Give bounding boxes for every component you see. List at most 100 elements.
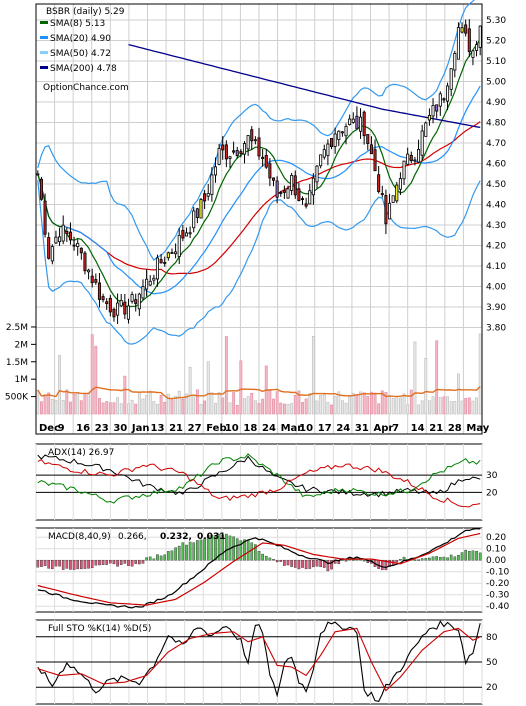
volume-bar bbox=[159, 395, 163, 415]
candle-body bbox=[188, 232, 192, 235]
candle-body bbox=[333, 133, 337, 147]
volume-bar bbox=[145, 395, 149, 415]
candle-body bbox=[105, 301, 109, 305]
volume-bar bbox=[435, 340, 439, 415]
macd-histogram-bar bbox=[98, 560, 101, 566]
sto-title: Full STO %K(14) %D(5) bbox=[48, 624, 151, 634]
volume-bar bbox=[156, 403, 159, 415]
macd-histogram-bar bbox=[301, 560, 304, 568]
volume-bar bbox=[319, 395, 323, 415]
watermark-text: OptionChance.com bbox=[43, 83, 129, 93]
macd-histogram-bar bbox=[446, 557, 449, 561]
sto-series-line bbox=[37, 620, 481, 703]
candle-body bbox=[116, 302, 120, 316]
price-tick-label: 5.30 bbox=[486, 16, 506, 26]
macd-histogram-bar bbox=[199, 539, 203, 561]
candle-body bbox=[449, 68, 453, 90]
macd-histogram-bar bbox=[170, 550, 174, 561]
volume-bar bbox=[61, 400, 65, 415]
volume-bar bbox=[460, 400, 464, 415]
volume-bar bbox=[427, 400, 431, 415]
volume-bar bbox=[246, 396, 250, 415]
adx-title: ADX(14) 26.97 bbox=[48, 448, 114, 458]
volume-bar bbox=[475, 397, 478, 415]
x-axis-label: 13 bbox=[151, 423, 165, 434]
volume-bar bbox=[192, 395, 196, 415]
x-axis-label: 10 bbox=[225, 423, 239, 434]
legend-swatch bbox=[40, 21, 48, 24]
macd-histogram-bar bbox=[380, 560, 384, 571]
volume-bar bbox=[47, 392, 51, 415]
price-tick-label: 5.20 bbox=[486, 37, 506, 47]
legend-entry: SMA(200) 4.78 bbox=[50, 64, 117, 74]
candle-body bbox=[297, 188, 301, 201]
macd-histogram-bar bbox=[319, 560, 322, 567]
candle-body bbox=[83, 252, 87, 272]
macd-histogram-bar bbox=[402, 556, 406, 561]
x-axis-label: 21 bbox=[429, 423, 443, 434]
volume-bar bbox=[322, 394, 326, 415]
candle-body bbox=[61, 224, 65, 242]
candle-body bbox=[275, 180, 279, 198]
candle-body bbox=[460, 27, 464, 33]
x-axis-label: Feb bbox=[206, 423, 226, 434]
price-tick-label: 4.70 bbox=[486, 139, 506, 149]
macd-histogram-bar bbox=[130, 560, 134, 567]
macd-value: 0.266, bbox=[118, 532, 147, 542]
macd-histogram-bar bbox=[272, 559, 275, 561]
candle-body bbox=[384, 195, 388, 225]
x-axis-label: Jan bbox=[131, 423, 150, 434]
legend-entry: SMA(8) 5.13 bbox=[50, 19, 105, 29]
volume-bar bbox=[326, 402, 330, 415]
candle-body bbox=[174, 251, 178, 255]
volume-bar bbox=[355, 394, 359, 415]
volume-bar bbox=[112, 402, 116, 415]
macd-histogram-bar bbox=[344, 560, 348, 562]
candle-body bbox=[467, 28, 471, 53]
volume-bar bbox=[333, 395, 337, 415]
candle-body bbox=[424, 122, 428, 137]
macd-histogram-bar bbox=[275, 560, 279, 563]
sto-series-line bbox=[37, 627, 481, 692]
x-axis-label: 17 bbox=[318, 423, 332, 434]
macd-histogram-bar bbox=[424, 558, 428, 561]
candle-body bbox=[413, 159, 417, 162]
candle-body bbox=[322, 149, 326, 158]
macd-histogram-bar bbox=[293, 560, 297, 568]
volume-bar bbox=[243, 398, 246, 415]
macd-histogram-bar bbox=[36, 560, 40, 568]
volume-bar bbox=[54, 400, 58, 415]
volume-bar bbox=[301, 402, 304, 415]
volume-bar bbox=[330, 404, 333, 415]
volume-bar bbox=[40, 401, 43, 415]
macd-histogram-bar bbox=[47, 560, 51, 569]
candle-body bbox=[155, 257, 159, 280]
macd-histogram-bar bbox=[105, 560, 109, 565]
candle-body bbox=[141, 286, 145, 299]
candle-body bbox=[250, 129, 254, 142]
volume-bar bbox=[90, 334, 94, 415]
indicator-tick-label: 80 bbox=[486, 633, 498, 643]
x-axis-label: 9 bbox=[58, 423, 65, 434]
adx-series-line bbox=[37, 454, 481, 498]
macd-histogram-bar bbox=[384, 560, 388, 571]
candle-body bbox=[282, 190, 286, 193]
candle-body bbox=[246, 135, 250, 150]
macd-histogram-bar bbox=[246, 540, 250, 561]
macd-line bbox=[37, 528, 481, 609]
macd-histogram-bar bbox=[206, 535, 210, 561]
macd-histogram-bar bbox=[225, 533, 228, 561]
macd-histogram-bar bbox=[69, 560, 72, 570]
candle-body bbox=[395, 184, 399, 202]
volume-bar bbox=[250, 393, 254, 415]
volume-bar bbox=[163, 401, 167, 415]
volume-bar bbox=[446, 396, 449, 415]
macd-histogram-bar bbox=[315, 560, 319, 567]
volume-bar bbox=[351, 392, 355, 415]
macd-histogram-bar bbox=[438, 557, 442, 561]
candle-body bbox=[58, 236, 62, 243]
volume-bar bbox=[87, 393, 91, 415]
volume-tick-label: 2M bbox=[15, 340, 29, 350]
candle-body bbox=[68, 231, 72, 241]
candle-body bbox=[286, 188, 290, 199]
